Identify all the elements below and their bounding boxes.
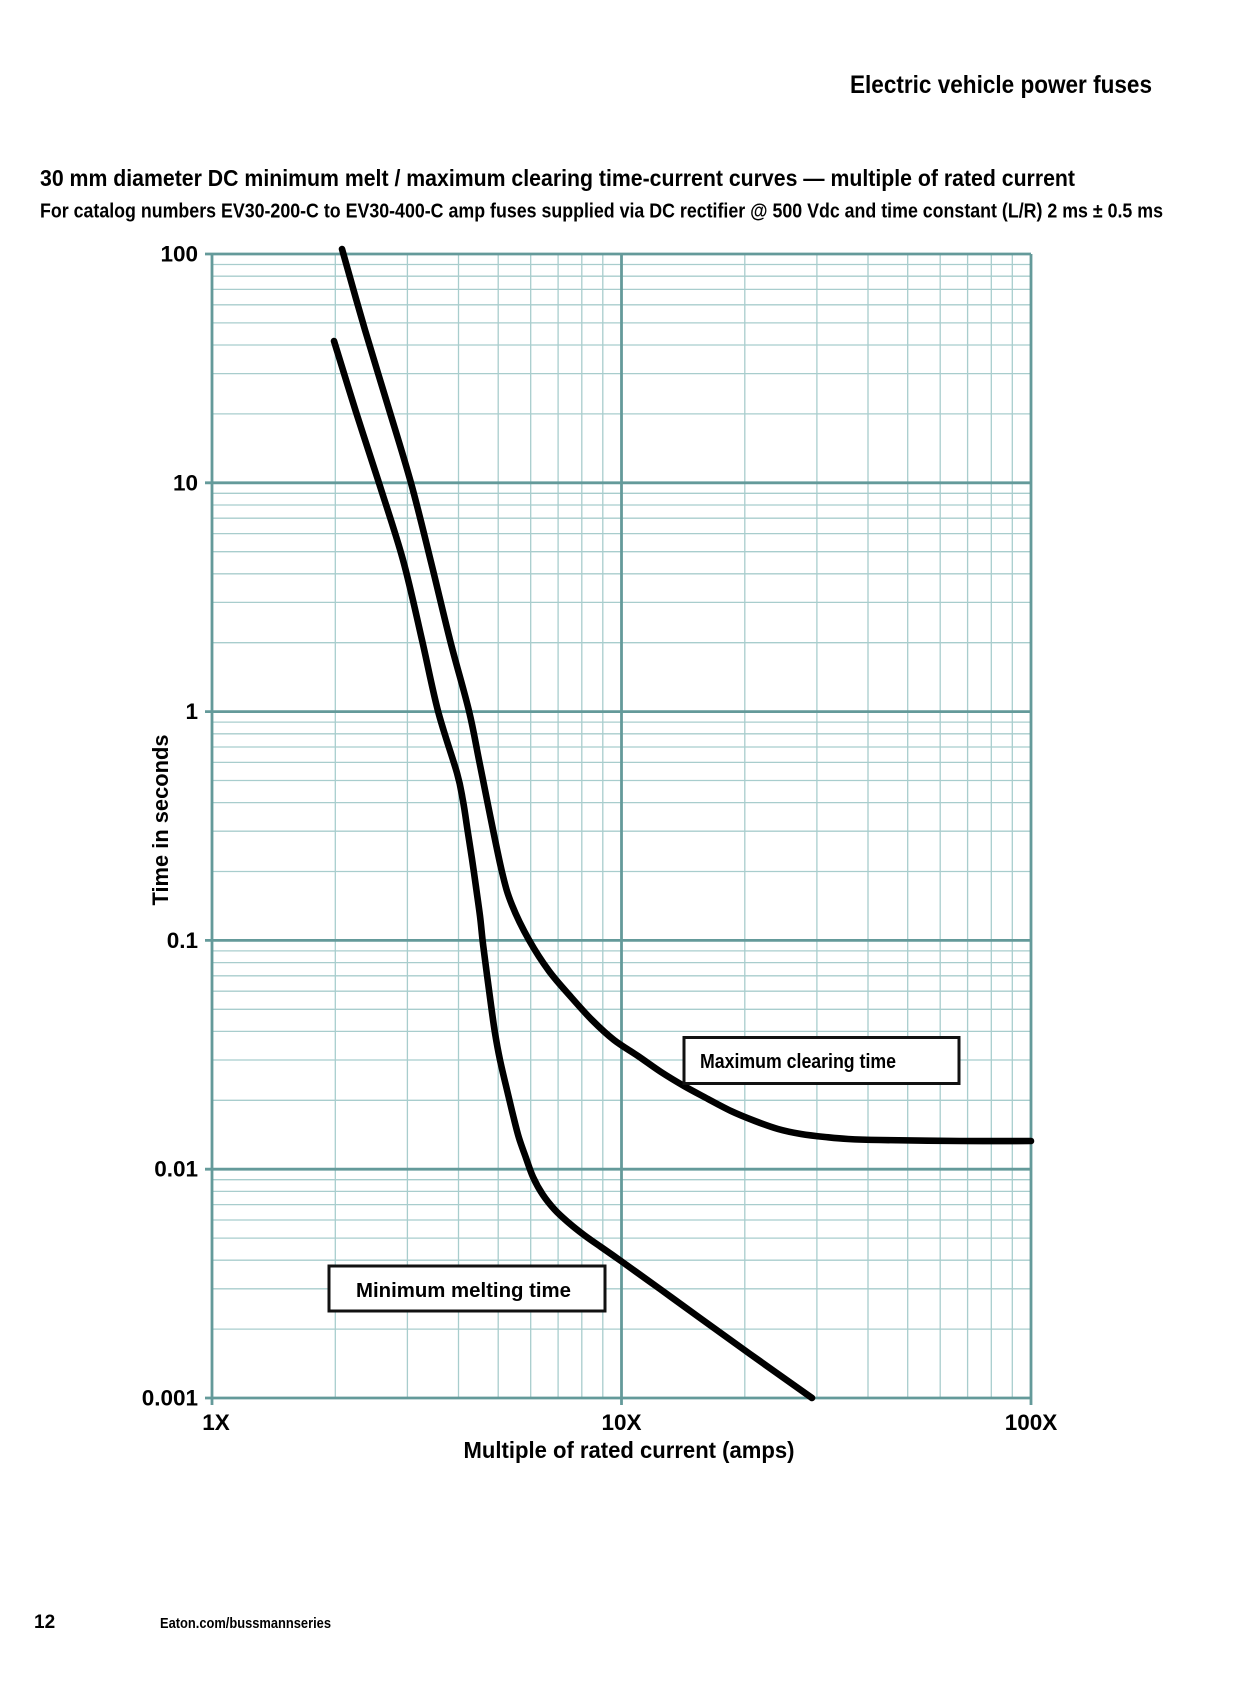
svg-text:For catalog numbers EV30-200-C: For catalog numbers EV30-200-C to EV30-4… bbox=[40, 201, 1163, 223]
svg-text:12: 12 bbox=[34, 1612, 55, 1633]
svg-text:10X: 10X bbox=[601, 1410, 641, 1435]
svg-text:100: 100 bbox=[160, 242, 198, 267]
svg-text:30 mm diameter DC minimum melt: 30 mm diameter DC minimum melt / maximum… bbox=[40, 165, 1075, 191]
svg-text:10: 10 bbox=[173, 470, 198, 495]
svg-text:Time in seconds: Time in seconds bbox=[148, 735, 173, 906]
svg-text:Multiple of rated current (amp: Multiple of rated current (amps) bbox=[464, 1437, 795, 1463]
svg-text:Minimum melting time: Minimum melting time bbox=[356, 1279, 571, 1302]
svg-text:0.001: 0.001 bbox=[142, 1386, 198, 1411]
svg-text:0.01: 0.01 bbox=[154, 1157, 198, 1182]
svg-text:100X: 100X bbox=[1005, 1410, 1058, 1435]
svg-text:Electric vehicle power fuses: Electric vehicle power fuses bbox=[850, 71, 1152, 99]
svg-text:Eaton.com/bussmannseries: Eaton.com/bussmannseries bbox=[160, 1615, 331, 1632]
svg-text:Maximum clearing time: Maximum clearing time bbox=[700, 1050, 896, 1073]
svg-text:1X: 1X bbox=[202, 1410, 230, 1435]
svg-text:1: 1 bbox=[185, 699, 198, 724]
svg-text:0.1: 0.1 bbox=[167, 928, 198, 953]
